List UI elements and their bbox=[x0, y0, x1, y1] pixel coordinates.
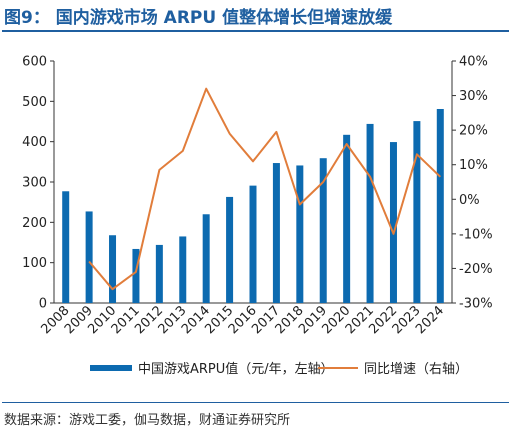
footer-divider bbox=[2, 402, 509, 403]
y-right-tick-label: -20% bbox=[459, 262, 493, 277]
y-right-tick-label: 40% bbox=[459, 55, 488, 70]
y-left-tick-label: 300 bbox=[22, 176, 47, 191]
bar bbox=[179, 236, 187, 303]
y-left-tick-label: 400 bbox=[22, 135, 47, 150]
bar bbox=[296, 165, 304, 303]
legend-bar-label: 中国游戏ARPU值（元/年，左轴） bbox=[138, 362, 334, 377]
y-right-tick-label: 10% bbox=[459, 158, 488, 173]
bar bbox=[436, 108, 444, 303]
bar bbox=[226, 196, 234, 303]
legend-line-swatch bbox=[318, 366, 358, 369]
bar bbox=[389, 142, 397, 303]
y-left-tick-label: 600 bbox=[22, 55, 47, 70]
chart-legend: 中国游戏ARPU值（元/年，左轴） 同比增速（右轴） bbox=[0, 355, 511, 379]
y-right-tick-label: -10% bbox=[459, 227, 493, 242]
bar bbox=[62, 191, 70, 303]
y-right-tick-label: 0% bbox=[459, 193, 480, 208]
legend-bar-swatch bbox=[90, 364, 132, 371]
legend-line-label: 同比增速（右轴） bbox=[364, 362, 469, 377]
bar-series bbox=[62, 108, 444, 303]
bar bbox=[319, 158, 327, 303]
bar bbox=[155, 244, 163, 303]
bar bbox=[366, 123, 374, 303]
bar bbox=[272, 163, 280, 303]
bar bbox=[85, 211, 93, 303]
bar bbox=[249, 185, 257, 303]
bar bbox=[202, 214, 210, 303]
bar bbox=[132, 248, 140, 303]
growth-line bbox=[88, 87, 441, 291]
axis-labels: 0 100 200 300 400 500 600 -30% -20% -10% 0% 10% 20% 3… bbox=[22, 55, 492, 338]
y-left-tick-label: 100 bbox=[22, 256, 47, 271]
chart-canvas: 0 100 200 300 400 500 600 -30% -20% -10% 0% 10% 20% 3… bbox=[22, 55, 492, 338]
title-divider bbox=[2, 30, 509, 32]
y-right-tick-label: 20% bbox=[459, 124, 488, 139]
y-left-tick-label: 500 bbox=[22, 95, 47, 110]
y-left-tick-label: 0 bbox=[39, 297, 47, 312]
legend-item-line: 同比增速（右轴） bbox=[318, 358, 468, 377]
line-series bbox=[88, 87, 441, 291]
source-note: 数据来源：游戏工委，伽马数据，财通证券研究所 bbox=[4, 413, 291, 428]
bar bbox=[109, 235, 117, 303]
bar bbox=[343, 134, 351, 303]
chart-title: 图9： 国内游戏市场 ARPU 值整体增长但增速放缓 bbox=[4, 8, 393, 28]
y-left-tick-label: 200 bbox=[22, 216, 47, 231]
y-right-tick-label: -30% bbox=[459, 297, 493, 312]
bar bbox=[413, 121, 421, 303]
legend-item-bar: 中国游戏ARPU值（元/年，左轴） bbox=[90, 358, 334, 377]
y-right-tick-label: 30% bbox=[459, 89, 488, 104]
